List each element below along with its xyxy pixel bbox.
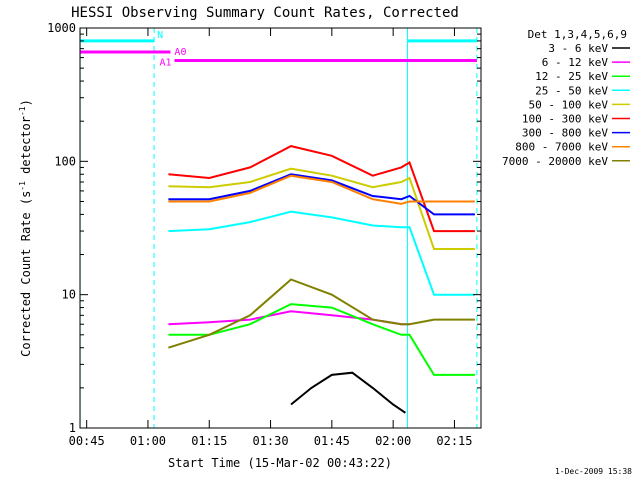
series-line-5 (168, 167, 475, 250)
x-tick-label-5: 01:45 (314, 434, 350, 448)
attenuator-label-n: N (157, 30, 163, 41)
series-line-2 (168, 310, 410, 326)
legend-label-3: 12 - 25 keV (535, 70, 608, 83)
y-tick-label-3: 100 (54, 154, 76, 168)
legend-label-1: 3 - 6 keV (548, 42, 608, 55)
chart-title: HESSI Observing Summary Count Rates, Cor… (71, 5, 459, 21)
x-axis-label: Start Time (15-Mar-02 00:43:22) (168, 456, 392, 470)
y-axis-label-sup2: -1 (18, 106, 27, 116)
y-axis: 1 10 100 1000 (47, 21, 481, 435)
legend-label-2: 6 - 12 keV (542, 56, 609, 69)
plot-frame (79, 27, 482, 429)
attenuator-label-a0: A0 (174, 47, 186, 58)
series-line-3 (168, 303, 475, 376)
x-tick-label-6: 02:00 (375, 434, 411, 448)
series-line-1 (290, 371, 406, 414)
x-tick-label-1: 00:45 (69, 434, 105, 448)
attenuator-label-a1: A1 (159, 58, 171, 69)
y-tick-label-1: 1 (69, 421, 76, 435)
legend-label-7: 300 - 800 keV (522, 127, 608, 140)
y-tick-label-2: 10 (62, 288, 76, 302)
x-tick-label-3: 01:15 (191, 434, 227, 448)
legend-label-6: 100 - 300 keV (522, 113, 608, 126)
legend-label-9: 7000 - 20000 keV (502, 155, 608, 168)
series-line-4 (168, 210, 475, 296)
y-axis-label-mid: detector (19, 116, 33, 181)
series-line-9 (168, 278, 475, 349)
legend-label-4: 25 - 50 keV (535, 84, 608, 97)
series-line-8 (168, 174, 475, 205)
x-tick-label-4: 01:30 (252, 434, 288, 448)
y-axis-label: Corrected Count Rate (s-1 detector-1) (18, 99, 33, 357)
date-stamp: 1-Dec-2009 15:38 (555, 467, 632, 476)
x-tick-label-7: 02:15 (436, 434, 472, 448)
x-tick-label-2: 01:00 (130, 434, 166, 448)
y-axis-label-end: ) (19, 99, 33, 106)
series-line-7 (168, 173, 475, 216)
legend-title: Det 1,3,4,5,6,9 (528, 28, 627, 41)
y-tick-label-4: 1000 (47, 21, 76, 35)
legend-label-8: 800 - 7000 keV (515, 141, 608, 154)
y-axis-label-sup1: -1 (18, 181, 27, 191)
x-axis: 00:45 01:00 01:15 01:30 01:45 02:00 02:15 (69, 28, 473, 448)
series-line-6 (168, 145, 475, 233)
y-axis-label-main: Corrected Count Rate (s (19, 191, 33, 357)
legend-label-5: 50 - 100 keV (529, 98, 609, 111)
